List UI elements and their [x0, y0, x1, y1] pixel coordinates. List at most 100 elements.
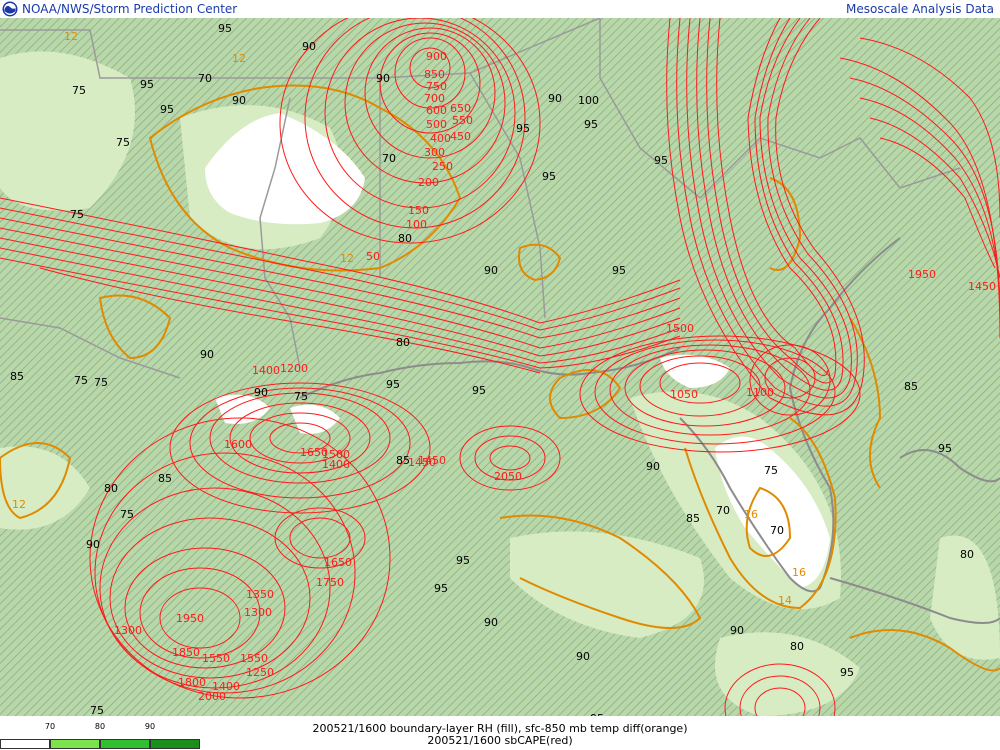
rh-label: 95 — [612, 264, 626, 277]
rh-label: 90 — [484, 616, 498, 629]
legend-swatch — [150, 739, 200, 749]
cape-south — [724, 663, 836, 716]
rh-label: 75 — [294, 390, 308, 403]
cape-label: 2000 — [198, 690, 226, 703]
cape-label: 900 — [426, 50, 447, 63]
rh-label: 95 — [472, 384, 486, 397]
cape-label: 750 — [426, 80, 447, 93]
cape-label: 1450 — [418, 454, 446, 467]
cape-label: 250 — [432, 160, 453, 173]
rh-label: 95 — [840, 666, 854, 679]
cape-label: 650 — [450, 102, 471, 115]
cape-northeast — [839, 37, 1000, 339]
site-title[interactable]: NOAA/NWS/Storm Prediction Center — [22, 2, 238, 16]
rh-label: 95 — [590, 712, 604, 716]
cape-north-peak — [279, 18, 541, 244]
cape-label: 700 — [424, 92, 445, 105]
rh-label: 95 — [584, 118, 598, 131]
rh-label: 90 — [730, 624, 744, 637]
cape-northwest-band — [0, 197, 681, 374]
rh-label: 75 — [70, 208, 84, 221]
rh-label: 85 — [904, 380, 918, 393]
rh-label: 70 — [716, 504, 730, 517]
cape-label: 600 — [426, 104, 447, 117]
cape-label: 1750 — [316, 576, 344, 589]
temp-diff-label: 12 — [12, 498, 26, 511]
cape-label: 1500 — [666, 322, 694, 335]
rh-label: 75 — [764, 464, 778, 477]
cape-label: 550 — [452, 114, 473, 127]
rh-label: 90 — [200, 348, 214, 361]
cape-label: 50 — [366, 250, 380, 263]
cape-southwest — [89, 417, 391, 699]
legend-tick: 90 — [144, 722, 156, 731]
rh-label: 85 — [158, 472, 172, 485]
temp-diff-labels: 12 12 14 16 16 12 12 — [12, 30, 806, 607]
rh-dry-white — [205, 113, 830, 588]
rh-label: 90 — [302, 40, 316, 53]
cape-label: 500 — [426, 118, 447, 131]
state-boundaries — [0, 18, 961, 379]
cape-label: 2050 — [494, 470, 522, 483]
cape-label: 150 — [408, 204, 429, 217]
cape-label: 1350 — [246, 588, 274, 601]
rh-label: 85 — [686, 512, 700, 525]
rh-label: 90 — [576, 650, 590, 663]
cape-label: 400 — [430, 132, 451, 145]
rh-label: 95 — [160, 103, 174, 116]
cape-contours — [0, 18, 1000, 716]
rh-label: 90 — [646, 460, 660, 473]
rh-label: 95 — [516, 122, 530, 135]
legend-tick: 80 — [94, 722, 106, 731]
map-caption-cape: 200521/1600 sbCAPE(red) — [427, 734, 573, 747]
rh-label: 90 — [86, 538, 100, 551]
rh-label: 95 — [386, 378, 400, 391]
rh-label: 85 — [10, 370, 24, 383]
rh-label: 90 — [254, 386, 268, 399]
cape-east-band — [666, 18, 865, 416]
rh-label: 85 — [396, 454, 410, 467]
rh-label: 90 — [232, 94, 246, 107]
legend-swatch — [50, 739, 100, 749]
product-title[interactable]: Mesoscale Analysis Data — [846, 2, 994, 16]
cape-label: 1400 — [212, 680, 240, 693]
noaa-logo-icon — [2, 1, 18, 17]
rh-label: 100 — [578, 94, 599, 107]
cape-label: 300 — [424, 146, 445, 159]
temp-diff-label: 14 — [778, 594, 792, 607]
legend-tick: 70 — [44, 722, 56, 731]
rh-label: 90 — [376, 72, 390, 85]
rh-label: 80 — [104, 482, 118, 495]
cape-label: 1200 — [280, 362, 308, 375]
rh-label: 80 — [960, 548, 974, 561]
rh-label: 80 — [790, 640, 804, 653]
rh-label: 95 — [938, 442, 952, 455]
legend-swatch — [100, 739, 150, 749]
cape-label: 1650 — [324, 556, 352, 569]
temp-diff-label: 12 — [340, 252, 354, 265]
rh-label: 70 — [770, 524, 784, 537]
cape-label: 1300 — [114, 624, 142, 637]
cape-label: 1600 — [224, 438, 252, 451]
rh-label: 90 — [548, 92, 562, 105]
rh-label: 75 — [74, 374, 88, 387]
header-bar: NOAA/NWS/Storm Prediction Center Mesosca… — [0, 0, 1000, 18]
temp-diff-label: 12 — [232, 52, 246, 65]
cape-label: 1300 — [244, 606, 272, 619]
rh-label: 95 — [434, 582, 448, 595]
rh-label: 70 — [198, 72, 212, 85]
cape-label: 1950 — [908, 268, 936, 281]
cape-label: 1800 — [178, 676, 206, 689]
rh-label: 75 — [90, 704, 104, 716]
cape-central — [169, 382, 561, 569]
cape-label: 100 — [406, 218, 427, 231]
cape-label: 200 — [418, 176, 439, 189]
cape-label: 850 — [424, 68, 445, 81]
rh-label: 75 — [94, 376, 108, 389]
rh-label: 95 — [456, 554, 470, 567]
rh-label: 95 — [140, 78, 154, 91]
map-caption: 200521/1600 boundary-layer RH (fill), sf… — [312, 722, 688, 735]
rh-label: 75 — [120, 508, 134, 521]
